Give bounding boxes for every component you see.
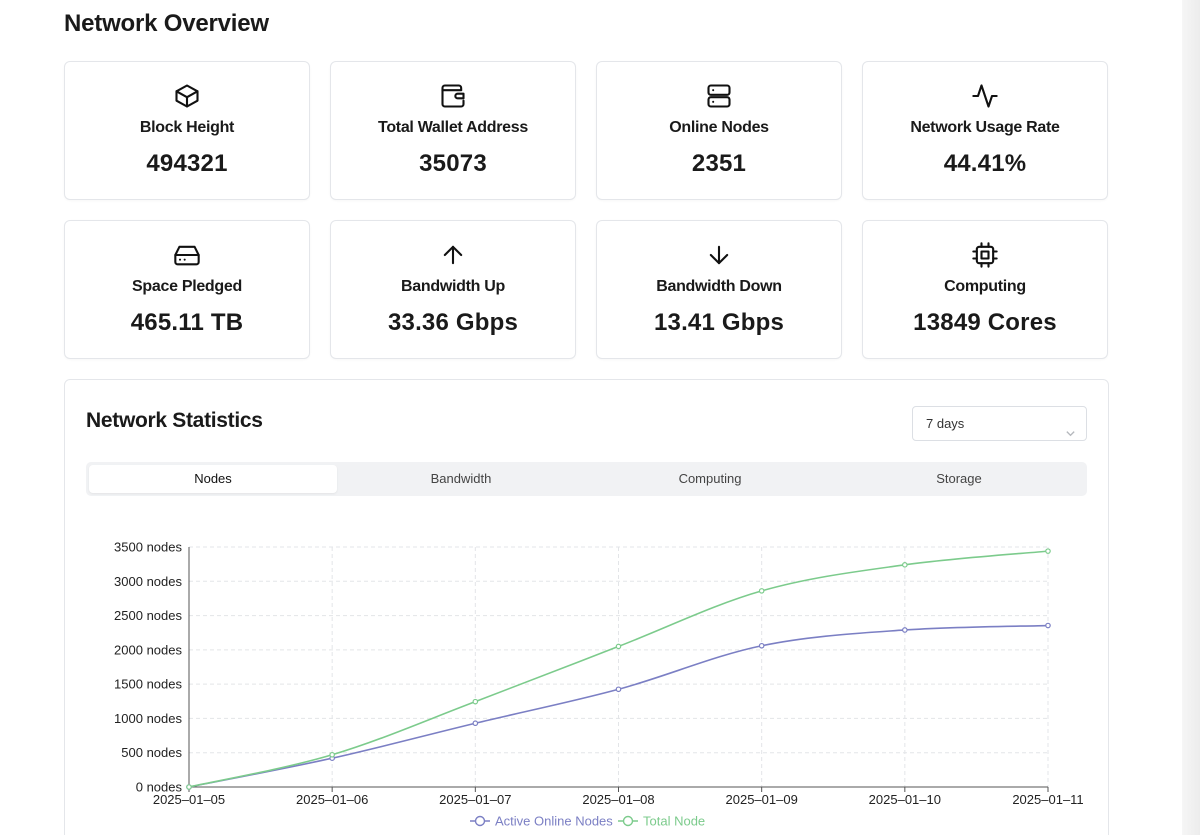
chevron-down-icon	[1065, 418, 1076, 437]
data-point	[1045, 548, 1051, 554]
x-tick-label: 2025–01–07	[439, 792, 511, 807]
tab-storage[interactable]: Storage	[936, 471, 982, 486]
box-icon	[65, 82, 309, 110]
data-point	[472, 698, 479, 705]
y-tick-label: 500 nodes	[121, 745, 182, 760]
legend-label: Total Node	[643, 814, 705, 829]
stat-card-total-wallet-address: Total Wallet Address 35073	[330, 61, 576, 200]
cpu-icon	[863, 241, 1107, 269]
panel-title: Network Statistics	[86, 409, 263, 432]
stat-card-space-pledged: Space Pledged 465.11 TB	[64, 220, 310, 359]
arrow-up-icon	[331, 241, 575, 269]
x-tick-label: 2025–01–09	[726, 792, 798, 807]
data-point	[329, 751, 335, 758]
stat-card-network-usage-rate: Network Usage Rate 44.41%	[862, 61, 1108, 200]
stat-value: 13.41 Gbps	[653, 309, 785, 336]
x-tick-label: 2025–01–08	[582, 792, 654, 807]
data-point	[902, 627, 908, 633]
page-title: Network Overview	[64, 10, 269, 37]
x-tick-label: 2025–01–10	[869, 792, 941, 807]
range-select-value: 7 days	[926, 416, 965, 431]
scrollbar-track[interactable]	[1182, 0, 1200, 835]
y-tick-label: 3000 nodes	[114, 574, 182, 589]
x-tick-label: 2025–01–11	[1012, 792, 1083, 807]
tab-bandwidth[interactable]: Bandwidth	[430, 471, 492, 486]
stat-label: Network Usage Rate	[910, 119, 1060, 136]
stat-label: Total Wallet Address	[378, 119, 528, 136]
data-point	[758, 588, 765, 594]
stat-card-block-height: Block Height 494321	[64, 61, 310, 200]
legend-marker	[474, 815, 486, 827]
stat-label: Bandwidth Up	[401, 278, 505, 295]
wallet-icon	[331, 82, 575, 110]
stats-tabs: Nodes Bandwidth Computing Storage	[86, 462, 1087, 496]
legend-marker	[622, 815, 634, 827]
x-tick-label: 2025–01–05	[153, 792, 225, 807]
stat-value: 35073	[419, 150, 487, 177]
server-icon	[597, 82, 841, 110]
stat-value: 2351	[691, 150, 747, 177]
hard-drive-icon	[65, 241, 309, 269]
data-point	[1045, 622, 1051, 629]
data-point	[615, 686, 622, 693]
tab-nodes[interactable]: Nodes	[89, 465, 337, 493]
y-tick-label: 2000 nodes	[114, 642, 182, 657]
y-tick-label: 3500 nodes	[114, 540, 182, 555]
y-tick-label: 1500 nodes	[114, 677, 182, 692]
y-tick-label: 0 nodes	[136, 780, 183, 795]
stat-card-computing: Computing 13849 Cores	[862, 220, 1108, 359]
stat-label: Computing	[944, 278, 1026, 295]
data-point	[758, 642, 765, 649]
stat-card-bandwidth-up: Bandwidth Up 33.36 Gbps	[330, 220, 576, 359]
stat-value: 33.36 Gbps	[387, 309, 519, 336]
stat-label: Block Height	[139, 119, 235, 136]
tab-computing[interactable]: Computing	[678, 471, 742, 486]
stat-card-bandwidth-down: Bandwidth Down 13.41 Gbps	[596, 220, 842, 359]
legend-label: Active Online Nodes	[495, 814, 613, 829]
data-point	[472, 720, 479, 727]
stat-card-online-nodes: Online Nodes 2351	[596, 61, 842, 200]
y-tick-label: 2500 nodes	[114, 608, 182, 623]
stat-value: 44.41%	[943, 150, 1027, 177]
network-statistics-panel: Network Statistics 7 days Nodes Bandwidt…	[64, 379, 1109, 835]
data-point	[615, 643, 622, 650]
arrow-down-icon	[597, 241, 841, 269]
stat-value: 465.11 TB	[130, 309, 244, 336]
data-point	[186, 784, 192, 790]
stat-value: 494321	[146, 150, 228, 177]
stat-value: 13849 Cores	[913, 309, 1057, 336]
y-tick-label: 1000 nodes	[114, 711, 182, 726]
activity-icon	[863, 82, 1107, 110]
stat-label: Space Pledged	[132, 278, 242, 295]
stat-label: Online Nodes	[669, 119, 769, 136]
stat-label: Bandwidth Down	[656, 278, 782, 295]
range-select[interactable]: 7 days	[912, 406, 1087, 441]
data-point	[902, 562, 908, 568]
x-tick-label: 2025–01–06	[296, 792, 368, 807]
